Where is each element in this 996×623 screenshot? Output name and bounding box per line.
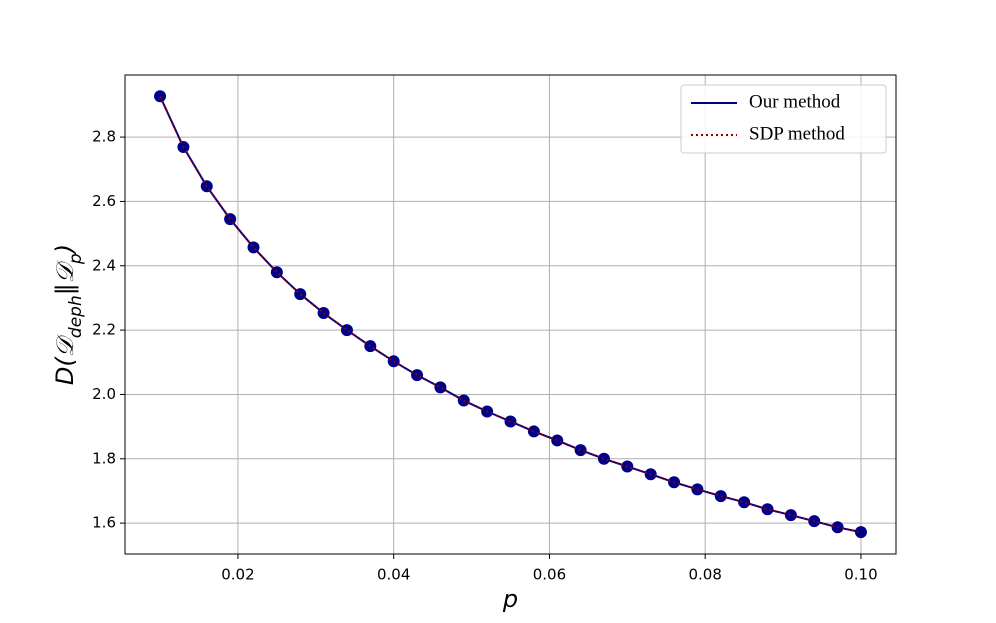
x-tick-label: 0.08	[688, 566, 721, 584]
x-tick-label: 0.04	[377, 566, 410, 584]
y-axis-label-part: )	[51, 244, 79, 255]
plot-frame	[124, 74, 897, 555]
y-tick-label: 2.2	[92, 321, 116, 339]
y-tick-label: 1.8	[92, 449, 116, 467]
y-axis-label-part: D(𝒟	[51, 333, 79, 385]
x-tick-label: 0.10	[844, 566, 877, 584]
y-tick-label: 1.6	[92, 514, 116, 532]
x-tick-label: 0.02	[221, 566, 254, 584]
x-axis-label: p	[502, 585, 518, 613]
y-axis-label-part: p	[66, 253, 86, 265]
legend-label: SDP method	[749, 123, 845, 144]
series-line	[159, 95, 862, 534]
x-tick-label: 0.06	[533, 566, 566, 584]
y-tick-label: 2.0	[92, 385, 116, 403]
y-tick-label: 2.6	[92, 192, 116, 210]
y-axis-label-part: ‖𝒟	[51, 259, 79, 295]
y-tick-label: 2.4	[92, 256, 116, 274]
legend-label: Our method	[749, 91, 841, 112]
y-axis-label-part: deph	[66, 295, 86, 338]
y-tick-label: 2.8	[92, 128, 116, 146]
y-axis-label: D(𝒟deph‖𝒟p)	[51, 244, 86, 385]
